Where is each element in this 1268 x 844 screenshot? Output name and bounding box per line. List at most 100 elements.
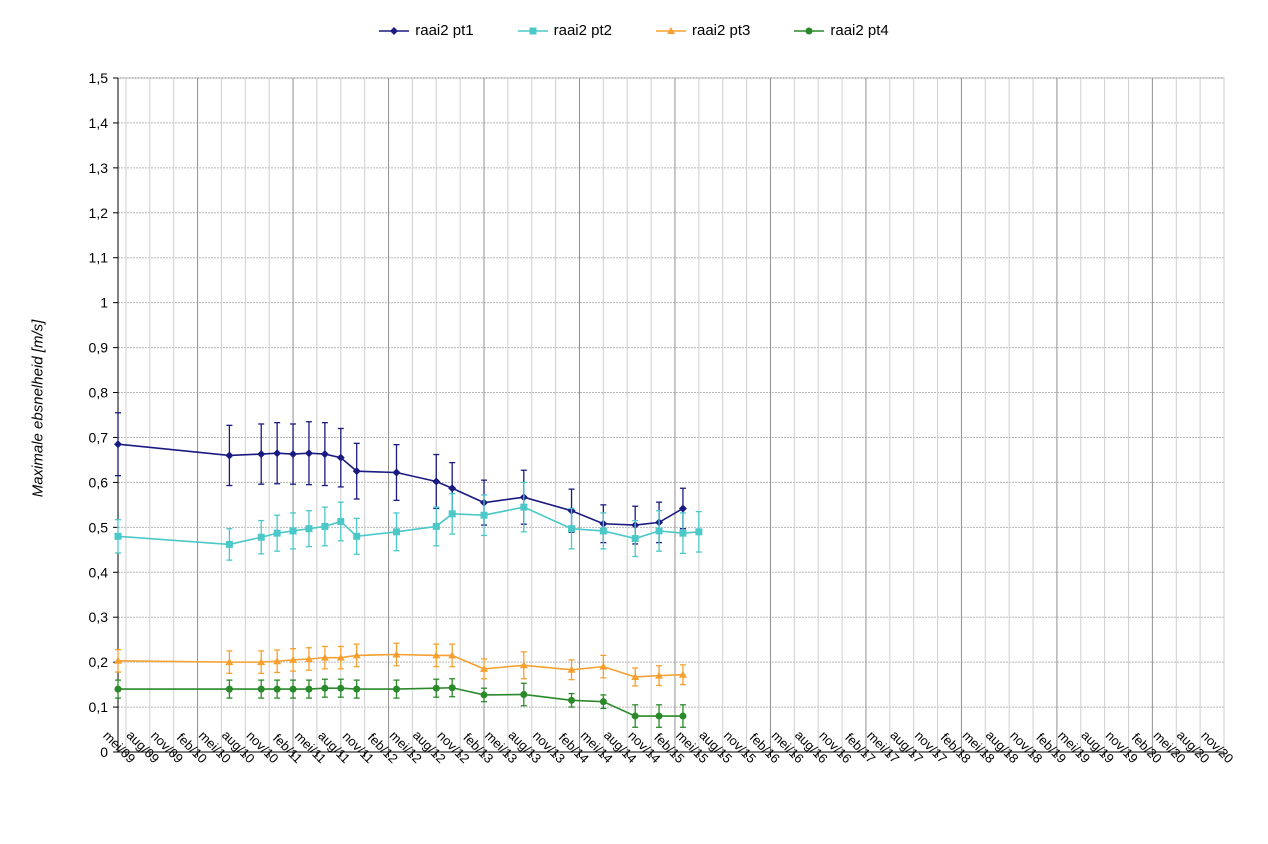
data-point xyxy=(321,522,329,530)
data-point xyxy=(631,712,639,720)
data-point xyxy=(448,651,457,659)
data-point xyxy=(273,685,281,693)
legend-item: raai2 pt3 xyxy=(656,22,750,39)
legend-item: raai2 pt4 xyxy=(794,22,889,39)
data-point xyxy=(304,449,313,458)
data-point xyxy=(353,685,361,693)
legend-label: raai2 pt1 xyxy=(415,22,474,39)
data-point xyxy=(257,450,266,459)
y-tick-label: 0,1 xyxy=(89,699,109,715)
data-point xyxy=(289,685,297,693)
data-point xyxy=(432,651,441,659)
y-tick-label: 0,3 xyxy=(89,609,109,625)
data-point xyxy=(655,527,663,535)
legend-swatch xyxy=(379,26,410,35)
data-point xyxy=(257,685,265,693)
y-tick-label: 0,6 xyxy=(89,474,109,490)
data-point xyxy=(448,510,456,518)
data-point xyxy=(225,540,233,548)
data-point xyxy=(289,655,298,663)
data-point xyxy=(114,440,122,449)
legend-item: raai2 pt2 xyxy=(517,22,612,39)
data-point xyxy=(352,651,361,659)
data-point xyxy=(568,525,576,533)
data-point xyxy=(114,532,122,540)
y-tick-label: 1 xyxy=(100,295,108,311)
data-point xyxy=(336,453,345,462)
data-point xyxy=(289,450,298,459)
legend-label: raai2 pt3 xyxy=(692,22,751,39)
data-point xyxy=(352,467,361,476)
data-point xyxy=(448,484,457,493)
data-point xyxy=(631,535,639,543)
data-point xyxy=(599,698,607,706)
plot-area xyxy=(117,77,1225,753)
data-point xyxy=(392,468,401,477)
data-point xyxy=(392,650,401,658)
data-point xyxy=(114,685,122,693)
data-point xyxy=(480,511,488,519)
data-point xyxy=(257,533,265,541)
data-point xyxy=(337,684,345,692)
data-point xyxy=(114,656,122,664)
data-point xyxy=(336,653,345,661)
data-point xyxy=(320,450,329,459)
data-point xyxy=(599,662,608,670)
data-point xyxy=(304,654,313,662)
data-point xyxy=(320,653,329,661)
data-point xyxy=(655,671,664,679)
data-point xyxy=(655,712,663,720)
data-point xyxy=(631,672,640,680)
y-tick-label: 0,5 xyxy=(89,519,109,535)
y-tick-label: 0,7 xyxy=(89,429,109,445)
data-point xyxy=(273,657,282,665)
y-tick-label: 1,1 xyxy=(89,250,109,266)
data-point xyxy=(392,685,400,693)
legend-label: raai2 pt4 xyxy=(830,22,889,39)
data-point xyxy=(257,658,266,666)
data-point xyxy=(519,661,528,669)
data-point xyxy=(432,477,441,486)
y-tick-label: 1,2 xyxy=(89,205,109,221)
data-point xyxy=(225,451,234,460)
data-point xyxy=(480,664,489,672)
data-point xyxy=(678,504,687,513)
data-point xyxy=(567,665,576,673)
data-point xyxy=(679,529,687,537)
data-point xyxy=(321,684,329,692)
y-tick-label: 1,5 xyxy=(89,70,109,86)
data-point xyxy=(695,528,703,536)
legend-swatch xyxy=(517,27,548,34)
data-point xyxy=(273,449,282,458)
legend-swatch xyxy=(794,27,825,34)
data-point xyxy=(568,696,576,704)
legend-label: raai2 pt2 xyxy=(553,22,612,39)
y-tick-label: 0,2 xyxy=(89,654,109,670)
data-point xyxy=(225,658,234,666)
data-point xyxy=(678,670,687,678)
data-point xyxy=(305,525,313,533)
data-point xyxy=(392,528,400,536)
data-point xyxy=(225,685,233,693)
y-tick-label: 0,9 xyxy=(89,340,109,356)
data-point xyxy=(520,690,528,698)
data-point xyxy=(679,712,687,720)
data-point xyxy=(432,684,440,692)
data-point xyxy=(480,691,488,699)
data-point xyxy=(520,503,528,511)
legend-swatch xyxy=(656,26,686,34)
data-point xyxy=(353,532,361,540)
legend: raai2 pt1 raai2 pt2 raai2 pt3 raai2 pt4 xyxy=(0,22,1268,39)
data-point xyxy=(432,522,440,530)
y-tick-label: 0,4 xyxy=(89,564,109,580)
data-point xyxy=(337,517,345,525)
data-point xyxy=(448,684,456,692)
legend-item: raai2 pt1 xyxy=(379,22,474,39)
data-point xyxy=(305,685,313,693)
y-tick-label: 1,3 xyxy=(89,160,109,176)
y-tick-label: 1,4 xyxy=(89,115,109,131)
y-tick-label: 0,8 xyxy=(89,385,109,401)
data-point xyxy=(289,527,297,535)
data-point xyxy=(599,527,607,535)
